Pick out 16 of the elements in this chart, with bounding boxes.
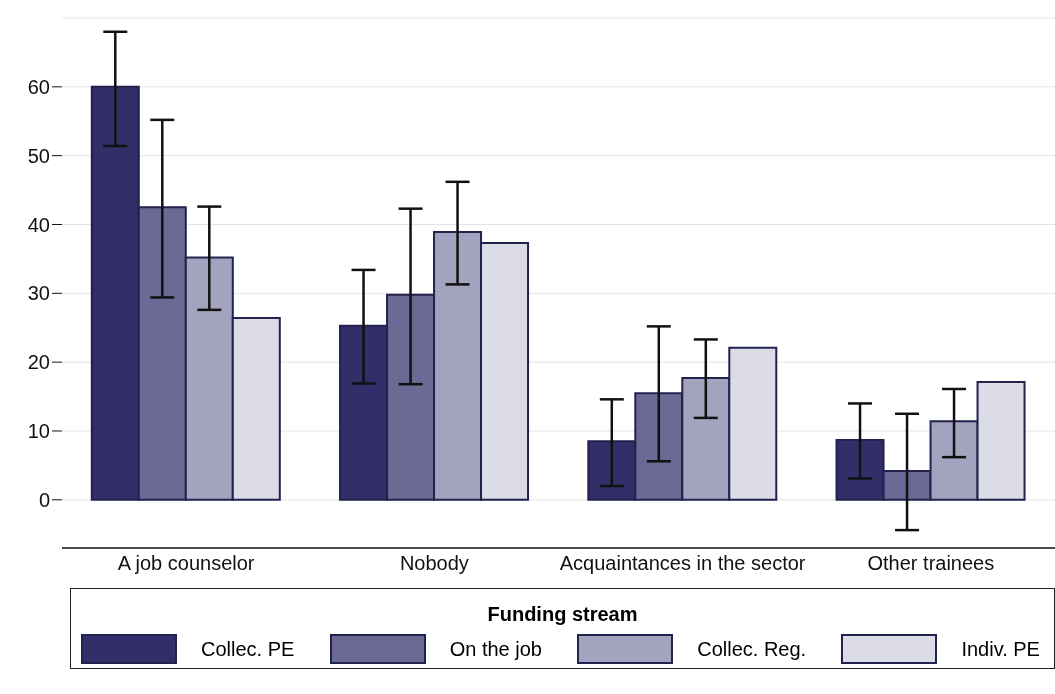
- y-tick-label: 50: [27, 144, 50, 167]
- y-tick-label: 30: [27, 282, 50, 305]
- legend-label: Collec. PE: [201, 637, 295, 661]
- x-tick-label: A job counselor: [117, 552, 255, 575]
- x-tick-label: Other trainees: [867, 552, 995, 575]
- legend-label: Collec. Reg.: [697, 637, 807, 661]
- y-tick-label: 20: [27, 351, 50, 374]
- legend-label: Indiv. PE: [961, 637, 1040, 661]
- legend-title: Funding stream: [486, 603, 639, 626]
- y-tick-label: 40: [27, 213, 50, 236]
- y-tick-label: 10: [27, 420, 50, 443]
- y-tick-label: 0: [38, 488, 50, 511]
- y-tick-label: 60: [27, 75, 50, 98]
- x-tick-label: Acquaintances in the sector: [559, 552, 806, 575]
- legend-label: On the job: [449, 637, 542, 661]
- x-tick-label: Nobody: [399, 552, 469, 575]
